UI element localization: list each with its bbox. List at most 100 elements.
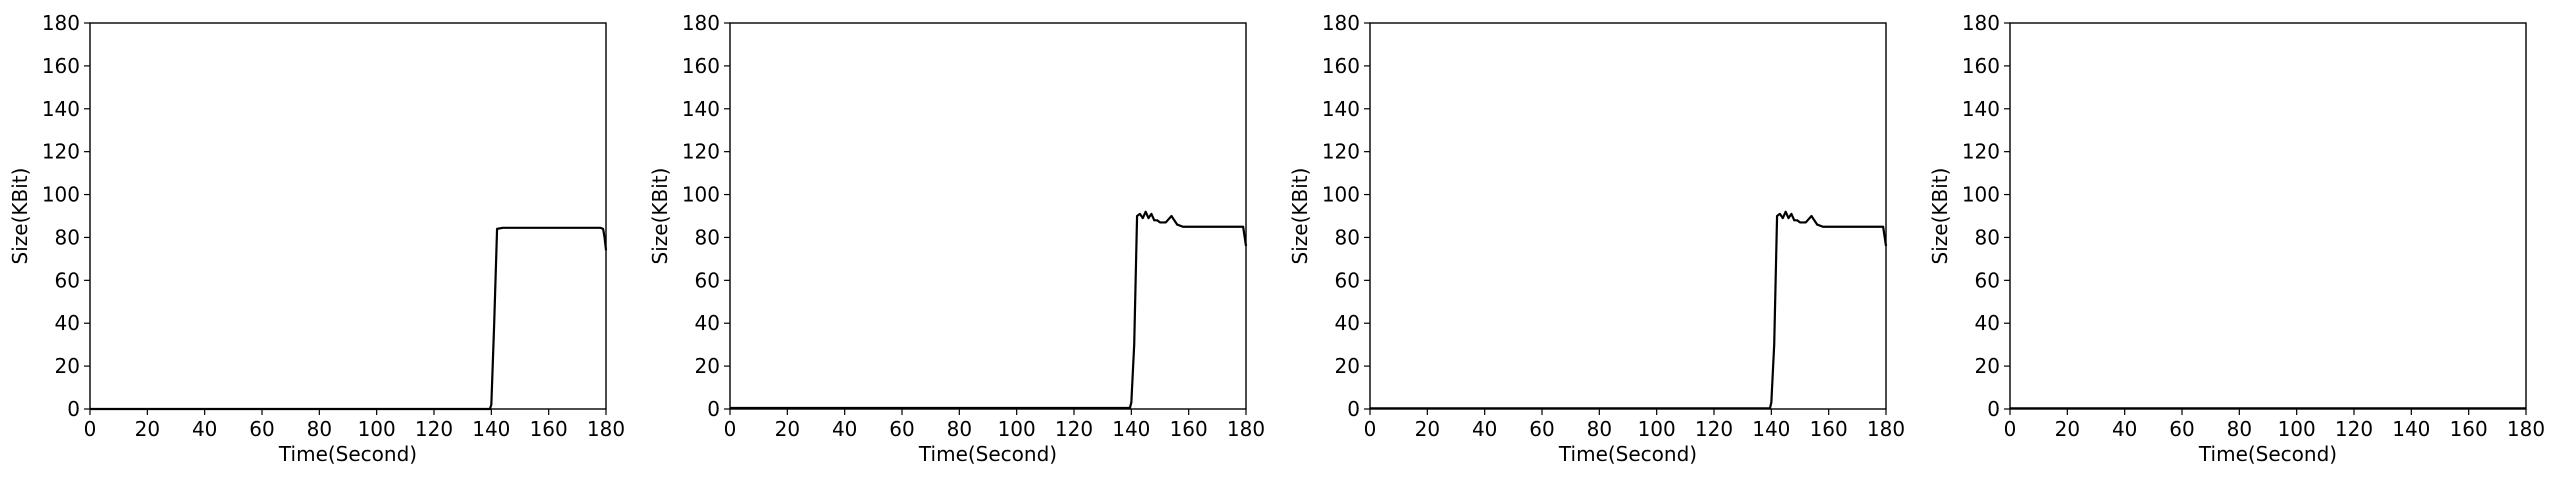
y-tick-label: 140 bbox=[1322, 97, 1360, 121]
y-tick-label: 20 bbox=[55, 354, 80, 378]
y-tick-label: 120 bbox=[42, 140, 80, 164]
x-tick-label: 0 bbox=[2004, 417, 2017, 441]
y-tick-label: 140 bbox=[1962, 97, 2000, 121]
y-axis-label: Size(KBit) bbox=[1288, 168, 1312, 265]
x-tick-label: 60 bbox=[889, 417, 914, 441]
y-tick-label: 120 bbox=[682, 140, 720, 164]
y-tick-label: 80 bbox=[695, 225, 720, 249]
x-tick-label: 80 bbox=[947, 417, 972, 441]
y-tick-label: 20 bbox=[1975, 354, 2000, 378]
y-tick-label: 0 bbox=[1347, 397, 1360, 421]
x-tick-label: 20 bbox=[775, 417, 800, 441]
y-tick-label: 60 bbox=[1975, 268, 2000, 292]
x-tick-label: 180 bbox=[587, 417, 625, 441]
x-tick-label: 60 bbox=[249, 417, 274, 441]
y-tick-label: 120 bbox=[1322, 140, 1360, 164]
x-tick-label: 20 bbox=[1415, 417, 1440, 441]
y-tick-label: 100 bbox=[42, 183, 80, 207]
x-tick-label: 160 bbox=[530, 417, 568, 441]
y-axis-label: Size(KBit) bbox=[1928, 168, 1952, 265]
y-tick-label: 100 bbox=[1322, 183, 1360, 207]
x-tick-label: 80 bbox=[1587, 417, 1612, 441]
series-line bbox=[730, 210, 1248, 410]
x-axis-label: Time(Second) bbox=[2198, 442, 2337, 466]
y-tick-label: 160 bbox=[42, 54, 80, 78]
y-tick-label: 140 bbox=[42, 97, 80, 121]
x-tick-label: 160 bbox=[1810, 417, 1848, 441]
x-tick-label: 180 bbox=[1227, 417, 1265, 441]
plot-frame bbox=[2009, 22, 2527, 410]
y-tick-label: 80 bbox=[55, 225, 80, 249]
y-tick-label: 180 bbox=[1962, 11, 2000, 35]
y-tick-label: 60 bbox=[1335, 268, 1360, 292]
x-tick-label: 120 bbox=[1695, 417, 1733, 441]
y-tick-label: 180 bbox=[682, 11, 720, 35]
x-tick-label: 120 bbox=[1055, 417, 1093, 441]
x-tick-label: 140 bbox=[1112, 417, 1150, 441]
x-tick-label: 100 bbox=[2278, 417, 2316, 441]
x-axis-label: Time(Second) bbox=[1558, 442, 1697, 466]
y-tick-label: 160 bbox=[682, 54, 720, 78]
y-tick-label: 100 bbox=[682, 183, 720, 207]
y-tick-label: 60 bbox=[55, 268, 80, 292]
plot-frame bbox=[1369, 22, 1887, 410]
y-tick-label: 100 bbox=[1962, 183, 2000, 207]
x-tick-label: 80 bbox=[307, 417, 332, 441]
y-tick-label: 0 bbox=[1987, 397, 2000, 421]
y-tick-label: 40 bbox=[695, 311, 720, 335]
x-axis-label: Time(Second) bbox=[918, 442, 1057, 466]
y-tick-label: 60 bbox=[695, 268, 720, 292]
series-line bbox=[1370, 210, 1888, 410]
chart-panel-2: 0 20 40 60 80 100 120 140 160 180 0 20 40 60 80 100 120 1… bbox=[648, 11, 1265, 466]
x-tick-label: 100 bbox=[1638, 417, 1676, 441]
x-tick-label: 180 bbox=[1867, 417, 1905, 441]
x-tick-label: 160 bbox=[2450, 417, 2488, 441]
y-tick-label: 160 bbox=[1322, 54, 1360, 78]
x-tick-label: 100 bbox=[998, 417, 1036, 441]
x-tick-label: 0 bbox=[84, 417, 97, 441]
y-tick-label: 0 bbox=[707, 397, 720, 421]
x-tick-label: 140 bbox=[1752, 417, 1790, 441]
chart-panel-3: 0 20 40 60 80 100 120 140 160 180 0 20 40 60 80 100 120 1… bbox=[1288, 11, 1905, 466]
x-tick-label: 20 bbox=[135, 417, 160, 441]
y-tick-label: 80 bbox=[1975, 225, 2000, 249]
x-tick-label: 180 bbox=[2507, 417, 2545, 441]
x-axis-label: Time(Second) bbox=[278, 442, 417, 466]
plot-frame bbox=[89, 22, 607, 410]
y-tick-label: 40 bbox=[1335, 311, 1360, 335]
x-tick-label: 40 bbox=[192, 417, 217, 441]
x-tick-label: 100 bbox=[358, 417, 396, 441]
y-tick-label: 160 bbox=[1962, 54, 2000, 78]
x-tick-label: 80 bbox=[2227, 417, 2252, 441]
y-axis-label: Size(KBit) bbox=[8, 168, 32, 265]
x-tick-label: 40 bbox=[832, 417, 857, 441]
y-axis-label: Size(KBit) bbox=[648, 168, 672, 265]
x-tick-label: 0 bbox=[724, 417, 737, 441]
x-tick-label: 140 bbox=[2392, 417, 2430, 441]
y-tick-label: 40 bbox=[1975, 311, 2000, 335]
y-tick-label: 20 bbox=[1335, 354, 1360, 378]
x-tick-label: 120 bbox=[2335, 417, 2373, 441]
x-tick-label: 20 bbox=[2055, 417, 2080, 441]
x-tick-label: 140 bbox=[472, 417, 510, 441]
x-tick-label: 40 bbox=[1472, 417, 1497, 441]
y-tick-label: 0 bbox=[67, 397, 80, 421]
plot-frame bbox=[729, 22, 1247, 410]
x-tick-label: 40 bbox=[2112, 417, 2137, 441]
y-tick-label: 40 bbox=[55, 311, 80, 335]
y-tick-label: 140 bbox=[682, 97, 720, 121]
x-tick-label: 60 bbox=[2169, 417, 2194, 441]
x-tick-label: 60 bbox=[1529, 417, 1554, 441]
y-tick-label: 180 bbox=[42, 11, 80, 35]
x-tick-label: 120 bbox=[415, 417, 453, 441]
series-line bbox=[90, 226, 608, 411]
x-tick-label: 160 bbox=[1170, 417, 1208, 441]
y-tick-label: 180 bbox=[1322, 11, 1360, 35]
y-tick-label: 80 bbox=[1335, 225, 1360, 249]
chart-panel-4: 0 20 40 60 80 100 120 140 160 180 0 20 40 60 80 100 120 1… bbox=[1928, 11, 2545, 466]
y-tick-label: 20 bbox=[695, 354, 720, 378]
y-tick-label: 120 bbox=[1962, 140, 2000, 164]
chart-panel-1: 0 20 40 60 80 100 120 140 160 180 0 20 40 60 80 100 120 1… bbox=[8, 11, 625, 466]
x-tick-label: 0 bbox=[1364, 417, 1377, 441]
